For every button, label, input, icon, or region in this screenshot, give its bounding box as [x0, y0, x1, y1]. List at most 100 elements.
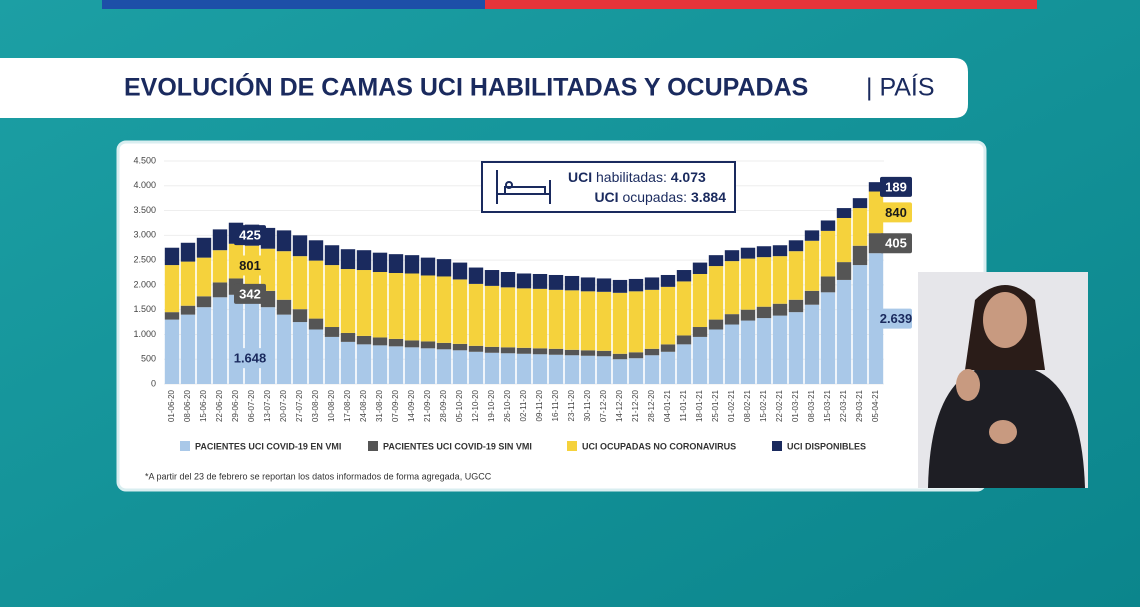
value-label-box [234, 255, 266, 276]
bar-segment [596, 356, 612, 384]
bar-segment [452, 279, 468, 344]
bar-segment [724, 261, 740, 315]
bar-segment [868, 182, 884, 192]
bar-segment [644, 277, 660, 290]
bar-segment [356, 250, 372, 271]
y-tick-label: 3.000 [133, 230, 156, 240]
bar-segment [788, 312, 804, 384]
bar-segment [516, 347, 532, 354]
bar-segment [852, 265, 868, 384]
bar-segment [596, 278, 612, 292]
value-label-box [880, 308, 912, 329]
bar-segment [676, 281, 692, 336]
bar-segment [228, 294, 244, 384]
value-label-box [880, 176, 912, 197]
x-tick-label: 10-08-20 [327, 389, 336, 422]
bar-segment [740, 258, 756, 310]
x-tick-label: 05-04-21 [871, 389, 880, 422]
bar-segment [452, 262, 468, 280]
x-tick-label: 01-02-21 [727, 389, 736, 422]
bar-segment [740, 309, 756, 321]
legend-swatch [180, 441, 190, 451]
bar-segment [212, 297, 228, 384]
bar-segment [804, 290, 820, 305]
bar-segment [500, 272, 516, 288]
x-tick-label: 20-07-20 [279, 389, 288, 422]
bar-segment [772, 315, 788, 384]
bar-segment [484, 352, 500, 384]
bar-segment [532, 288, 548, 349]
bar-segment [372, 252, 388, 273]
value-label: 405 [885, 236, 907, 251]
subtitle: | PAÍS [866, 73, 935, 102]
bar-segment [564, 349, 580, 356]
bar-segment [500, 287, 516, 348]
bar-segment [388, 254, 404, 273]
bar-segment [212, 282, 228, 298]
bar-segment [308, 329, 324, 384]
bar-segment [580, 350, 596, 356]
x-tick-label: 18-01-21 [695, 389, 704, 422]
bar-segment [468, 267, 484, 284]
x-tick-label: 08-02-21 [743, 389, 752, 422]
x-tick-label: 19-10-20 [487, 389, 496, 422]
bar-segment [196, 307, 212, 384]
bar-segment [292, 235, 308, 257]
bar-segment [356, 335, 372, 345]
y-tick-label: 3.500 [133, 205, 156, 215]
bar-segment [676, 344, 692, 384]
bar-segment [484, 346, 500, 353]
x-tick-label: 22-02-21 [775, 389, 784, 422]
bar-segment [340, 269, 356, 333]
bar-segment [772, 256, 788, 304]
bar-segment [468, 283, 484, 346]
x-tick-label: 21-09-20 [423, 389, 432, 422]
bar-segment [180, 305, 196, 315]
bar-segment [644, 289, 660, 349]
bar-segment [484, 285, 500, 347]
title: EVOLUCIÓN DE CAMAS UCI HABILITADAS Y OCU… [124, 72, 808, 102]
value-label: 840 [885, 205, 907, 220]
bar-segment [388, 346, 404, 384]
top-bar-red [485, 0, 1037, 9]
x-tick-label: 04-01-21 [663, 389, 672, 422]
top-bar-blue [102, 0, 485, 9]
bar-segment [548, 274, 564, 290]
bar-segment [500, 347, 516, 354]
bar-segment [404, 340, 420, 348]
bar-segment [404, 347, 420, 384]
x-tick-label: 11-01-21 [679, 389, 688, 421]
bar-segment [420, 348, 436, 384]
bar-segment [260, 307, 276, 384]
bar-segment [548, 348, 564, 355]
value-label-box [880, 233, 912, 254]
bar-segment [436, 349, 452, 384]
bar-segment [628, 291, 644, 353]
bar-segment [724, 314, 740, 325]
bar-segment [452, 343, 468, 351]
bar-segment [820, 292, 836, 384]
bar-segment [644, 348, 660, 356]
bar-segment [740, 247, 756, 259]
x-tick-label: 16-11-20 [551, 389, 560, 421]
bar-segment [244, 302, 260, 384]
bar-segment [724, 250, 740, 262]
bar-segment [340, 332, 356, 342]
legend-label: PACIENTES UCI COVID-19 SIN VMI [383, 441, 532, 451]
bar-segment [660, 344, 676, 352]
x-tick-label: 22-03-21 [839, 389, 848, 422]
bar-segment [516, 273, 532, 289]
y-tick-label: 1.000 [133, 329, 156, 339]
bar-segment [276, 251, 292, 300]
interpreter-video [918, 272, 1088, 488]
bar-segment [804, 304, 820, 384]
bar-segment [436, 342, 452, 350]
bar-segment [836, 262, 852, 280]
bar-segment [292, 256, 308, 310]
bar-segment [436, 276, 452, 343]
x-tick-label: 03-08-20 [311, 389, 320, 422]
legend-label: UCI DISPONIBLES [787, 441, 866, 451]
info-label: ocupadas: [622, 189, 687, 205]
bar-segment [532, 354, 548, 384]
